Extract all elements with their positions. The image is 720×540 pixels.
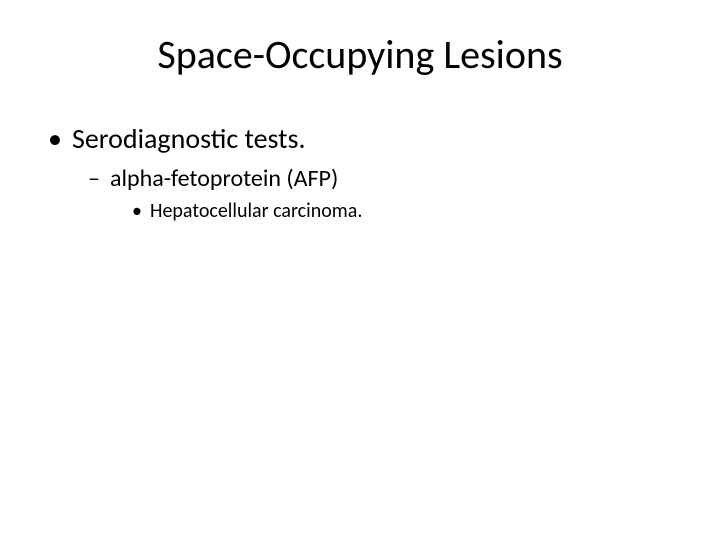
bullet-level-2: alpha-fetoprotein (AFP) (88, 164, 690, 193)
bullet-l1-text: Serodiagnostic tests. (72, 121, 306, 156)
bullet-l2-text: alpha-fetoprotein (AFP) (110, 164, 338, 193)
bullet-level-3: Hepatocellular carcinoma. (132, 199, 690, 223)
slide-container: Space-Occupying Lesions Serodiagnostic t… (0, 0, 720, 540)
slide-title: Space-Occupying Lesions (30, 30, 690, 79)
bullet-level-1: Serodiagnostic tests. (48, 121, 690, 156)
bullet-l3-text: Hepatocellular carcinoma. (150, 199, 362, 223)
